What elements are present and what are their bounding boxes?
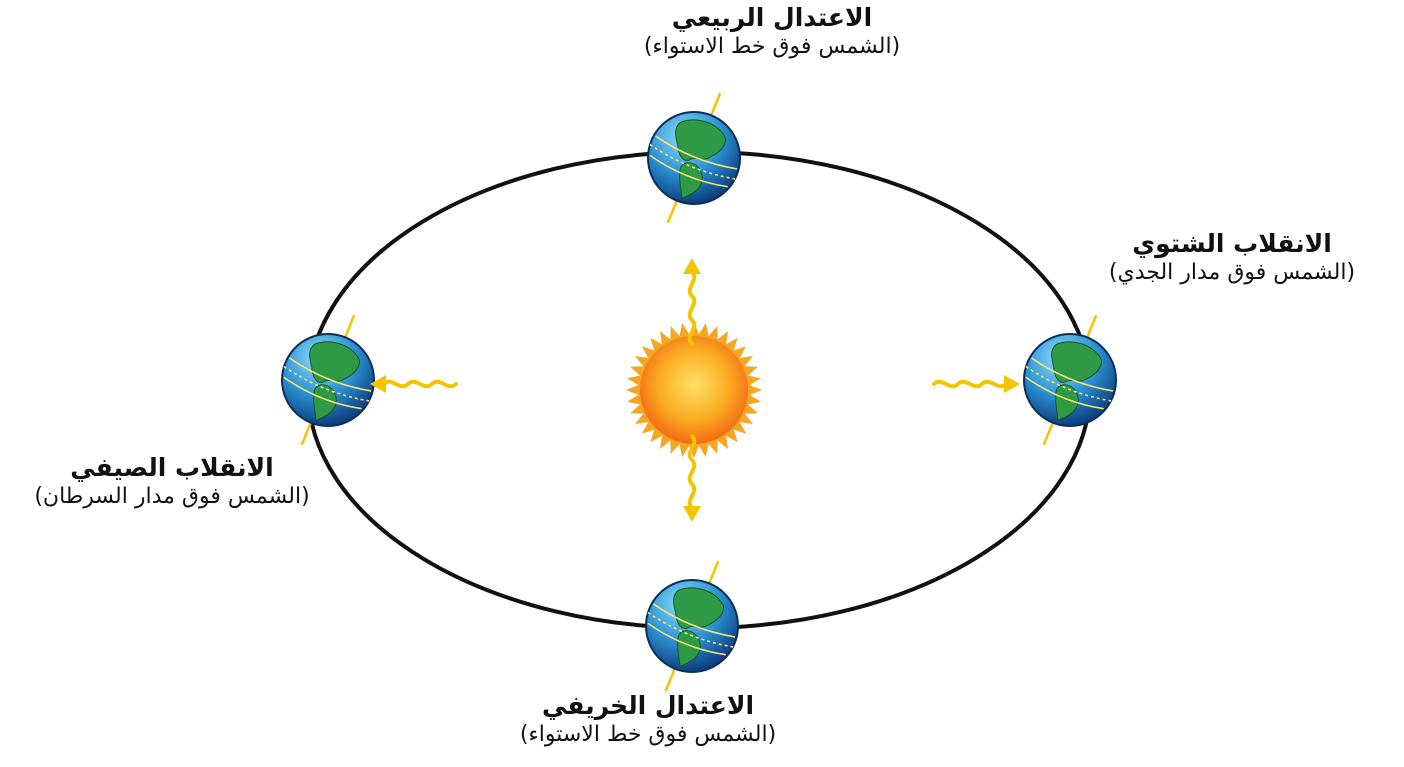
winter-solstice-subtitle: (الشمس فوق مدار الجدي) [1108, 260, 1356, 286]
earth-winter-icon [1009, 314, 1131, 446]
spring-equinox-title: الاعتدال الربيعي [671, 3, 873, 32]
label-summer-solstice: الانقلاب الصيفي (الشمس فوق مدار السرطان) [2, 452, 342, 512]
autumn-equinox-title: الاعتدال الخريفي [541, 691, 755, 720]
autumn-equinox-subtitle: (الشمس فوق خط الاستواء) [519, 722, 777, 748]
sunlight-ray-arrow-icon-summer [368, 373, 458, 395]
label-autumn-equinox: الاعتدال الخريفي (الشمس فوق خط الاستواء) [478, 690, 818, 750]
winter-solstice-title: الانقلاب الشتوي [1132, 229, 1332, 258]
spring-equinox-subtitle: (الشمس فوق خط الاستواء) [643, 34, 901, 60]
summer-solstice-title: الانقلاب الصيفي [70, 453, 274, 482]
earth-spring-icon [633, 92, 755, 224]
earth-summer-icon [267, 314, 389, 446]
sun-icon [626, 322, 762, 458]
label-spring-equinox: الاعتدال الربيعي (الشمس فوق خط الاستواء) [602, 2, 942, 62]
sunlight-ray-arrow-icon-winter [932, 373, 1022, 395]
label-winter-solstice: الانقلاب الشتوي (الشمس فوق مدار الجدي) [1062, 228, 1402, 288]
summer-solstice-subtitle: (الشمس فوق مدار السرطان) [34, 484, 310, 510]
earth-autumn-icon [631, 560, 753, 692]
